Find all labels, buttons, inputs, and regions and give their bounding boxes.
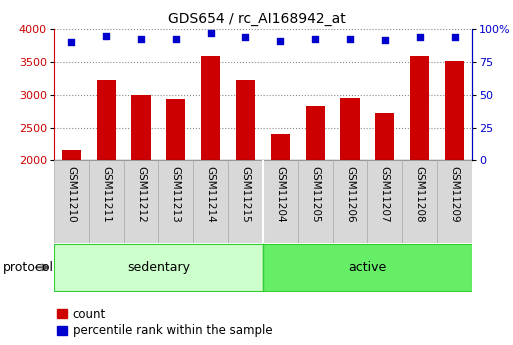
Point xyxy=(311,36,319,41)
Point xyxy=(102,33,110,39)
Bar xyxy=(54,244,263,290)
Bar xyxy=(89,160,124,243)
Bar xyxy=(445,61,464,292)
Text: GSM11204: GSM11204 xyxy=(275,166,285,223)
Text: GSM11209: GSM11209 xyxy=(449,166,460,223)
Bar xyxy=(54,160,89,243)
Bar xyxy=(166,99,185,292)
Bar xyxy=(201,56,220,292)
Point xyxy=(207,30,215,36)
Bar xyxy=(263,160,298,243)
Bar xyxy=(271,134,290,292)
Bar xyxy=(124,160,159,243)
Bar xyxy=(306,106,325,292)
Text: GDS654 / rc_AI168942_at: GDS654 / rc_AI168942_at xyxy=(168,12,345,26)
Point xyxy=(450,34,459,40)
Bar xyxy=(376,113,394,292)
Text: GSM11212: GSM11212 xyxy=(136,166,146,223)
Text: GSM11215: GSM11215 xyxy=(241,166,250,223)
Text: GSM11214: GSM11214 xyxy=(206,166,215,223)
Text: GSM11207: GSM11207 xyxy=(380,166,390,223)
Text: protocol: protocol xyxy=(3,261,53,274)
Bar xyxy=(332,160,367,243)
Point xyxy=(172,36,180,41)
Point xyxy=(242,34,250,40)
Bar xyxy=(298,160,332,243)
Bar xyxy=(159,160,193,243)
Text: GSM11205: GSM11205 xyxy=(310,166,320,223)
Text: GSM11210: GSM11210 xyxy=(66,166,76,223)
Bar xyxy=(193,160,228,243)
Text: GSM11208: GSM11208 xyxy=(415,166,425,223)
Bar xyxy=(367,160,402,243)
Bar xyxy=(410,56,429,292)
Bar xyxy=(228,160,263,243)
Point xyxy=(137,36,145,41)
Text: active: active xyxy=(348,261,387,274)
Bar xyxy=(341,98,360,292)
Text: GSM11206: GSM11206 xyxy=(345,166,355,223)
Text: sedentary: sedentary xyxy=(127,261,190,274)
Point xyxy=(67,40,75,45)
Point xyxy=(276,38,284,44)
Bar xyxy=(437,160,472,243)
Point xyxy=(346,36,354,41)
Text: GSM11213: GSM11213 xyxy=(171,166,181,223)
Bar xyxy=(96,80,116,292)
Point xyxy=(416,34,424,40)
Legend: count, percentile rank within the sample: count, percentile rank within the sample xyxy=(57,308,272,337)
Point xyxy=(381,37,389,42)
Bar xyxy=(402,160,437,243)
Bar xyxy=(263,244,472,290)
Bar xyxy=(62,150,81,292)
Bar xyxy=(131,95,150,292)
Text: GSM11211: GSM11211 xyxy=(101,166,111,223)
Bar xyxy=(236,80,255,292)
